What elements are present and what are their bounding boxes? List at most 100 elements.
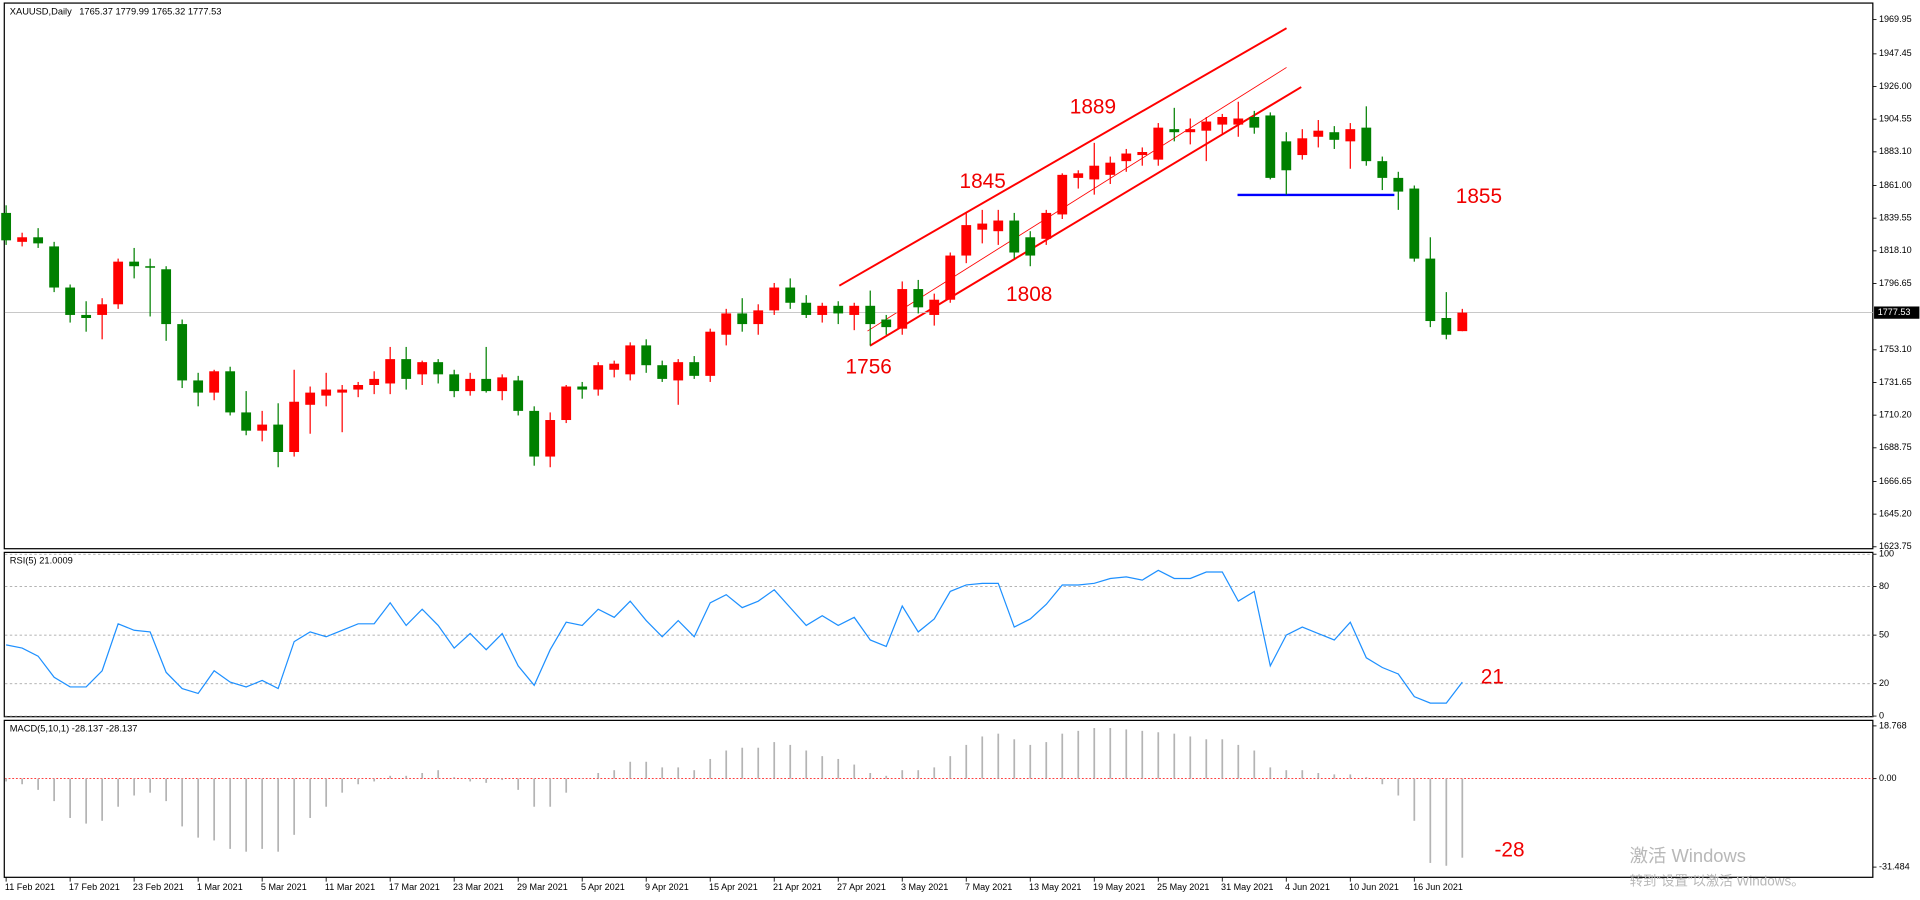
candle-body: [1441, 317, 1452, 335]
candle-body: [881, 319, 892, 328]
candle-body: [529, 410, 540, 457]
rsi-panel-frame: [3, 551, 1874, 718]
candle-body: [1409, 188, 1420, 259]
candle-body: [33, 237, 44, 244]
histogram-bar: [53, 778, 55, 802]
candle-body: [1089, 165, 1100, 180]
annotation: 1808: [1006, 283, 1052, 306]
candle-body: [833, 305, 844, 314]
candle-body: [1265, 115, 1276, 178]
candle-body: [1057, 174, 1068, 215]
candle-body: [705, 331, 716, 376]
histogram-bar: [1045, 742, 1048, 779]
candle-body: [1025, 237, 1036, 256]
candle-body: [625, 345, 636, 375]
candle-body: [49, 246, 60, 288]
y-tick-label: 1710.20: [1879, 410, 1912, 420]
candle-body: [1201, 121, 1212, 131]
candle-body: [129, 261, 140, 267]
macd-signal-last: -28.137: [106, 724, 138, 734]
histogram-bar: [1365, 777, 1368, 779]
macd-panel-frame: [3, 719, 1874, 878]
candle-body: [385, 359, 396, 384]
histogram-bar: [933, 767, 936, 779]
histogram-bar: [37, 778, 39, 790]
candle-body: [1, 212, 12, 241]
last-high: 1779.99: [115, 7, 149, 17]
watermark-subtitle: 转到“设置”以激活 Windows。: [1630, 873, 1805, 888]
histogram-bar: [661, 767, 664, 779]
candle-body: [1233, 118, 1244, 125]
candle-body: [737, 313, 748, 325]
candle-body: [513, 380, 524, 411]
histogram-bar: [517, 778, 520, 790]
histogram-bar: [501, 778, 504, 781]
y-tick-label: 1926.00: [1879, 81, 1912, 91]
y-tick-label: 1645.20: [1879, 509, 1912, 519]
histogram-bar: [773, 742, 776, 779]
candle-body: [1137, 152, 1148, 156]
histogram-bar: [821, 756, 824, 779]
annotation: 1845: [960, 170, 1006, 193]
histogram-bar: [1413, 778, 1416, 821]
candle-body: [1297, 138, 1308, 156]
candle-body: [945, 255, 956, 300]
candle-body: [1377, 161, 1388, 178]
candle-body: [65, 287, 76, 315]
candle-body: [465, 378, 476, 392]
x-tick-label: 9 Apr 2021: [645, 882, 689, 892]
candle-body: [449, 374, 460, 392]
histogram-bar: [565, 778, 568, 793]
histogram-bar: [1301, 770, 1304, 779]
histogram-bar: [629, 761, 632, 779]
histogram-bar: [981, 736, 984, 779]
histogram-bar: [597, 773, 600, 779]
candle-body: [305, 392, 316, 405]
x-tick-label: 4 Jun 2021: [1285, 882, 1330, 892]
annotation: 21: [1481, 666, 1504, 689]
candle-body: [1249, 116, 1260, 128]
histogram-bar: [997, 733, 1000, 779]
x-tick-label: 29 Mar 2021: [517, 882, 568, 892]
candle-body: [657, 365, 668, 379]
x-tick-label: 25 May 2021: [1157, 882, 1209, 892]
histogram-bar: [229, 778, 232, 849]
histogram-bar: [1189, 736, 1192, 779]
histogram-bar: [1333, 774, 1336, 779]
candle-body: [241, 412, 252, 431]
histogram-bar: [1077, 730, 1080, 779]
candle-body: [161, 269, 172, 325]
macd-last: -28.137: [72, 724, 104, 734]
histogram-bar: [261, 778, 264, 849]
watermark-title: 激活 Windows: [1630, 845, 1746, 866]
histogram-bar: [149, 778, 152, 793]
y-tick-label: 1753.10: [1879, 344, 1912, 354]
histogram-bar: [453, 777, 456, 779]
histogram-bar: [1205, 739, 1208, 779]
histogram-bar: [325, 778, 328, 807]
annotation: -28: [1494, 838, 1524, 861]
macd-title: MACD(5,10,1): [10, 724, 69, 734]
channel-middle: [867, 67, 1287, 332]
histogram-bar: [1253, 750, 1256, 779]
x-tick-label: 13 May 2021: [1029, 882, 1081, 892]
histogram-bar: [1061, 733, 1064, 779]
candle-body: [353, 384, 364, 390]
channel-lower: [869, 86, 1302, 347]
y-tick-label: 1818.10: [1879, 245, 1912, 255]
candle-body: [689, 362, 700, 376]
histogram-bar: [709, 758, 712, 779]
histogram-bar: [117, 778, 119, 807]
current-price-label: 1777.53: [1878, 307, 1911, 317]
histogram-bar: [133, 778, 136, 796]
candle-body: [273, 424, 284, 453]
candle-body: [1073, 173, 1084, 178]
x-tick-label: 15 Apr 2021: [709, 882, 758, 892]
histogram-bar: [805, 750, 808, 779]
candle-body: [1041, 212, 1052, 239]
candle-body: [209, 371, 220, 393]
histogram-bar: [101, 778, 103, 821]
histogram-bar: [1285, 770, 1288, 779]
histogram-bar: [965, 744, 968, 779]
histogram-bar: [1349, 774, 1352, 779]
